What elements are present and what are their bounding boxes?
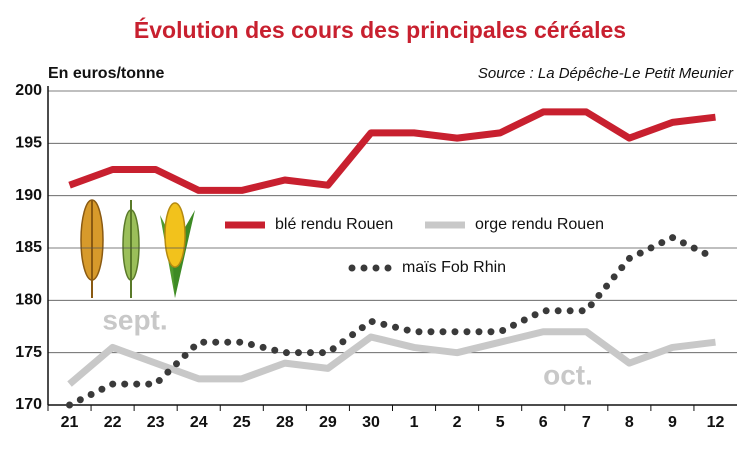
month-annotation: oct. bbox=[543, 359, 593, 390]
x-tick-label: 9 bbox=[668, 414, 677, 431]
legend-label: orge rendu Rouen bbox=[475, 216, 604, 233]
x-tick-label: 7 bbox=[582, 414, 591, 431]
x-tick-label: 22 bbox=[104, 414, 122, 431]
month-annotation: sept. bbox=[102, 304, 167, 335]
y-axis-label: En euros/tonne bbox=[48, 65, 165, 82]
x-tick-label: 29 bbox=[319, 414, 337, 431]
y-tick-label: 175 bbox=[15, 344, 42, 361]
x-tick-label: 30 bbox=[362, 414, 380, 431]
x-tick-label: 6 bbox=[539, 414, 548, 431]
y-tick-label: 195 bbox=[15, 135, 42, 152]
x-tick-label: 5 bbox=[496, 414, 505, 431]
x-tick-label: 1 bbox=[410, 414, 419, 431]
x-tick-label: 23 bbox=[147, 414, 165, 431]
y-tick-label: 190 bbox=[15, 187, 42, 204]
x-tick-label: 24 bbox=[190, 414, 208, 431]
legend-label: blé rendu Rouen bbox=[275, 216, 393, 233]
y-tick-label: 200 bbox=[15, 82, 42, 99]
series-line bbox=[68, 108, 716, 194]
x-tick-label: 2 bbox=[453, 414, 462, 431]
x-tick-label: 8 bbox=[625, 414, 634, 431]
x-tick-label: 25 bbox=[233, 414, 251, 431]
y-tick-label: 180 bbox=[15, 292, 42, 309]
y-tick-label: 170 bbox=[15, 396, 42, 413]
series-line bbox=[67, 328, 716, 387]
x-tick-label: 12 bbox=[707, 414, 725, 431]
legend-label: maïs Fob Rhin bbox=[402, 259, 506, 276]
x-tick-label: 28 bbox=[276, 414, 294, 431]
x-tick-label: 21 bbox=[61, 414, 79, 431]
y-tick-label: 185 bbox=[15, 239, 42, 256]
series-line bbox=[66, 233, 719, 409]
chart-title: Évolution des cours des principales céré… bbox=[134, 16, 626, 43]
cereal-illustration bbox=[80, 199, 195, 298]
source: Source : La Dépêche-Le Petit Meunier bbox=[478, 65, 734, 82]
